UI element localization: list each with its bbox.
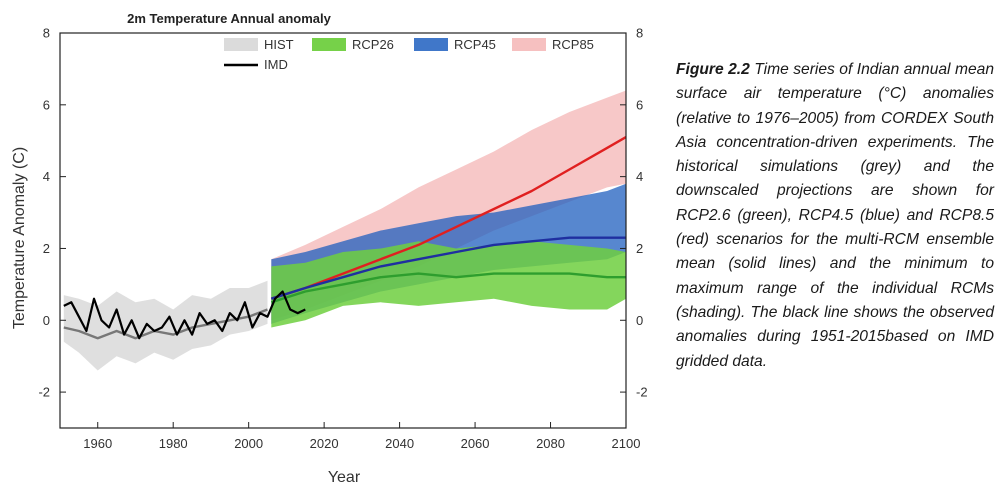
chart-panel: 2m Temperature Annual anomaly Temperatur… — [11, 11, 648, 486]
series-band-rcp26 — [271, 241, 626, 328]
axes: 1960 1980 2000 2020 2040 2060 2080 2100 -2 0 2 4 6 8 -… — [38, 26, 647, 452]
legend-label-rcp26: RCP26 — [352, 37, 394, 52]
chart-title: 2m Temperature Annual anomaly — [127, 11, 331, 26]
temperature-anomaly-chart: 2m Temperature Annual anomaly Temperatur… — [11, 11, 648, 486]
series-mean-line-rcp26 — [270, 272, 626, 304]
series-line-imd — [63, 290, 306, 340]
series-mean-line-hist — [63, 308, 268, 340]
caption-lead: Figure 2.2 — [676, 61, 750, 78]
legend-swatch-rcp45 — [414, 38, 448, 51]
x-axis-label: Year — [328, 469, 361, 486]
series-mean-line-rcp85 — [270, 136, 627, 300]
figure-caption: Figure 2.2 Time series of Indian annual … — [676, 58, 994, 374]
legend-swatch-hist — [224, 38, 258, 51]
x-tick-label: 1960 — [83, 436, 112, 451]
legend-swatch-rcp26 — [312, 38, 346, 51]
right-y-tick-label: 8 — [636, 26, 643, 41]
y-tick-label: 8 — [43, 26, 50, 41]
y-tick-label: 0 — [43, 313, 50, 328]
y-tick-label: 2 — [43, 241, 50, 256]
right-y-tick-label: 2 — [636, 241, 643, 256]
legend-label-imd: IMD — [264, 57, 288, 72]
legend-label-rcp85: RCP85 — [552, 37, 594, 52]
y-tick-label: 4 — [43, 169, 50, 184]
x-tick-label: 2000 — [234, 436, 263, 451]
x-tick-label: 2100 — [612, 436, 641, 451]
series-band-hist — [63, 280, 268, 371]
y-tick-label: 6 — [43, 97, 50, 112]
legend: HIST RCP26 RCP45 RCP85 IMD — [224, 37, 594, 72]
x-tick-label: 2020 — [310, 436, 339, 451]
right-y-tick-label: 4 — [636, 169, 643, 184]
x-tick-label: 1980 — [159, 436, 188, 451]
series-mean-line-rcp45 — [270, 236, 626, 300]
y-tick-label: -2 — [38, 385, 50, 400]
plot-area — [63, 90, 627, 371]
plot-frame — [59, 32, 627, 429]
x-tick-label: 2040 — [385, 436, 414, 451]
legend-label-hist: HIST — [264, 37, 294, 52]
y-axis-label: Temperature Anomaly (C) — [11, 147, 28, 329]
right-y-tick-label: -2 — [636, 385, 648, 400]
caption-body: Time series of Indian annual mean surfac… — [676, 61, 994, 370]
right-y-tick-label: 6 — [636, 97, 643, 112]
legend-label-rcp45: RCP45 — [454, 37, 496, 52]
legend-swatch-rcp85 — [512, 38, 546, 51]
x-tick-label: 2060 — [461, 436, 490, 451]
right-y-tick-label: 0 — [636, 313, 643, 328]
x-tick-label: 2080 — [536, 436, 565, 451]
